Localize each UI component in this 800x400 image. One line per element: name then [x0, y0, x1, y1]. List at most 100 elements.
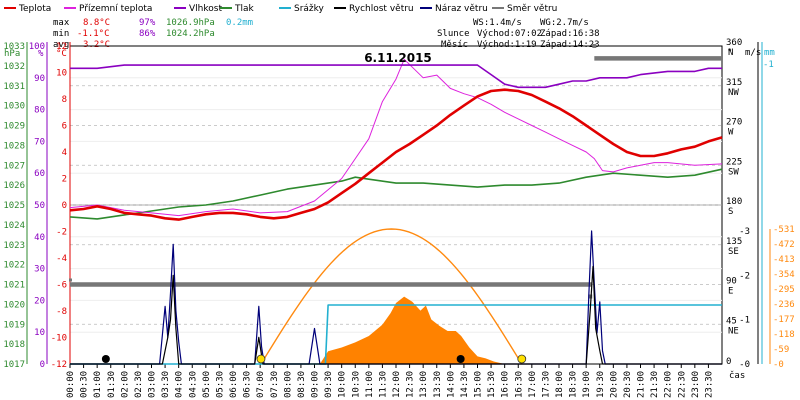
c-tick-label: 4 [62, 148, 67, 158]
hpa-tick-label: 1030 [3, 102, 25, 112]
solar-tick-label: -59 [773, 345, 789, 355]
legend-label: Tlak [234, 4, 255, 14]
stat-min-temp: -1.1°C [77, 29, 110, 39]
x-tick-label: 05:00 [202, 371, 212, 398]
dir-deg-label: 360 [726, 38, 742, 48]
series-rychlost-v-tru [70, 265, 722, 365]
series-layer [69, 44, 723, 365]
legend-label: Srážky [294, 4, 325, 14]
hpa-unit: hPa [4, 49, 20, 59]
x-tick-label: 22:30 [677, 371, 687, 398]
stat-max-label: max [53, 18, 70, 28]
x-tick-label: 03:00 [148, 371, 158, 398]
sun-marker [517, 354, 527, 364]
mm-unit: mm [764, 48, 775, 58]
hpa-tick-label: 1029 [3, 122, 25, 132]
x-tick-label: 22:00 [664, 371, 674, 398]
x-tick-label: 19:00 [582, 371, 592, 398]
legend-label: Teplota [18, 4, 51, 14]
hpa-tick-label: 1028 [3, 141, 25, 151]
dir-label: SE [728, 247, 739, 257]
hpa-tick-label: 1023 [3, 241, 25, 251]
sun-marker [256, 354, 266, 364]
pct-unit: % [38, 49, 44, 59]
x-tick-label: 01:30 [107, 371, 117, 398]
x-tick-label: 23:30 [704, 371, 714, 398]
ms-tick-label: -1 [739, 316, 750, 326]
hpa-tick-label: 1018 [3, 340, 25, 350]
x-tick-label: 20:00 [609, 371, 619, 398]
hpa-tick-label: 1031 [3, 82, 25, 92]
moon-marker [456, 355, 465, 363]
stat-wg: WG:2.7m/s [540, 18, 589, 28]
dir-deg-label: 135 [726, 237, 742, 247]
x-tick-label: 04:30 [188, 371, 198, 398]
stat-avg-temp: 3.2°C [83, 40, 110, 50]
hpa-tick-label: 1026 [3, 181, 25, 191]
hpa-tick-label: 1017 [3, 360, 25, 370]
x-tick-label: 18:00 [555, 371, 565, 398]
c-tick-label: -2 [56, 228, 67, 238]
x-tick-label: 12:30 [406, 371, 416, 398]
series-tlak [69, 168, 723, 220]
x-tick-label: 01:00 [93, 371, 103, 398]
x-tick-label: 02:00 [120, 371, 130, 398]
solar-tick-label: -413 [773, 255, 795, 265]
wind-direction-dot [588, 294, 593, 299]
stat-max-press: 1026.9hPa [166, 18, 215, 28]
dir-label: NW [728, 88, 739, 98]
dir-label: E [728, 287, 733, 297]
pct-tick-label: 90 [34, 74, 45, 84]
dir-label: NE [728, 326, 739, 336]
legend-label: Náraz větru [435, 4, 488, 14]
x-tick-label: 07:30 [270, 371, 280, 398]
x-tick-label: 20:30 [623, 371, 633, 398]
x-tick-label: 09:30 [324, 371, 334, 398]
time-label: čas [729, 370, 745, 381]
x-tick-label: 11:00 [365, 371, 375, 398]
x-tick-label: 18:30 [569, 371, 579, 398]
dir-deg-label: 270 [726, 118, 742, 128]
stats-panel: max 8.8°C 97% 1026.9hPa 0.2mm min -1.1°C 86% 102… [53, 18, 600, 50]
wind-direction-dot [69, 278, 72, 282]
dir-deg-label: 315 [726, 78, 742, 88]
hpa-tick-label: 1022 [3, 261, 25, 271]
stat-min-press: 1024.2hPa [166, 29, 215, 39]
x-tick-label: 21:30 [650, 371, 660, 398]
hpa-tick-label: 1021 [3, 281, 25, 291]
x-tick-label: 08:00 [283, 371, 293, 398]
hpa-tick-label: 1019 [3, 320, 25, 330]
x-tick-label: 23:00 [691, 371, 701, 398]
legend: Teplota Přízemní teplota Vlhkost Tlak Srážky… [4, 4, 557, 14]
moon-marker [101, 355, 110, 363]
legend-label: Vlhkost [189, 4, 222, 14]
x-tick-label: 10:30 [351, 371, 361, 398]
legend-label: Směr větru [507, 4, 557, 14]
x-tick-label: 00:30 [80, 371, 90, 398]
dir-label: W [728, 128, 734, 138]
c-tick-label: 10 [56, 69, 67, 79]
sun-arc [260, 228, 523, 365]
pct-tick-label: 60 [34, 169, 45, 179]
stat-moon-rise: Východ:1:19 [477, 40, 537, 50]
legend-label: Rychlost větru [349, 4, 414, 14]
x-tick-label: 13:00 [419, 371, 429, 398]
pct-tick-label: 10 [34, 328, 45, 338]
dir-label: SW [728, 167, 739, 177]
dir-deg-label: 225 [726, 157, 742, 167]
solar-tick-label: -472 [773, 240, 795, 250]
pct-tick-label: 40 [34, 233, 45, 243]
x-tick-label: 14:30 [460, 371, 470, 398]
stat-moon-set: Západ:14:23 [540, 40, 600, 50]
ms-tick-label: -0 [739, 360, 750, 370]
series-vlhkost [70, 64, 722, 89]
x-tick-label: 06:30 [243, 371, 253, 398]
solar-radiation-area [319, 296, 505, 364]
c-tick-label: 8 [62, 95, 67, 105]
c-tick-label: 0 [62, 201, 67, 211]
stat-sun-rise: Východ:07:02 [477, 29, 542, 39]
ms-unit: m/s [745, 48, 761, 58]
solar-tick-label: -295 [773, 285, 795, 295]
x-tick-label: 10:00 [338, 371, 348, 398]
stat-avg-label: avg [53, 40, 69, 50]
